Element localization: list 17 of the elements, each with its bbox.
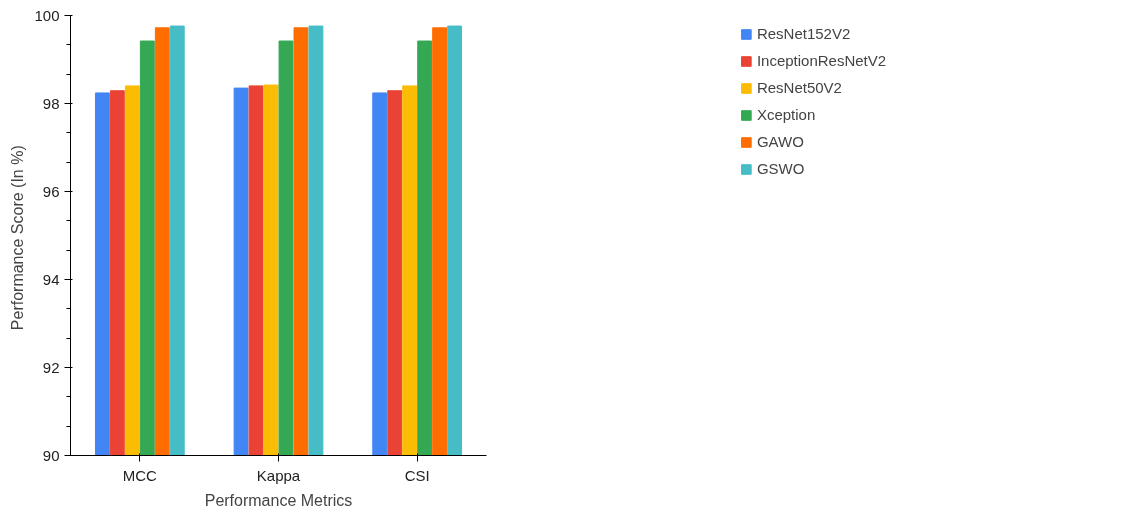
x-tick-label: MCC <box>122 466 158 484</box>
legend-label: InceptionResNetV2 <box>756 52 887 69</box>
x-tick-label: Kappa <box>256 466 301 484</box>
legend-label: ResNet50V2 <box>756 79 842 96</box>
y-tick-label: 92 <box>42 358 60 376</box>
y-tick-label: 96 <box>42 182 60 200</box>
legend-label: Xception <box>756 106 816 123</box>
legend-label: GSWO <box>756 160 805 177</box>
legend-label: GAWO <box>756 133 804 150</box>
y-axis-title: Performance Score (In %) <box>9 145 27 331</box>
x-tick-label: CSI <box>404 466 430 484</box>
y-tick-label: 100 <box>34 6 60 24</box>
y-tick-label: 94 <box>42 270 60 288</box>
y-tick-label: 98 <box>42 94 60 112</box>
y-tick-label: 90 <box>42 446 60 464</box>
legend-label: ResNet152V2 <box>756 25 851 42</box>
x-axis-title: Performance Metrics <box>204 491 353 509</box>
